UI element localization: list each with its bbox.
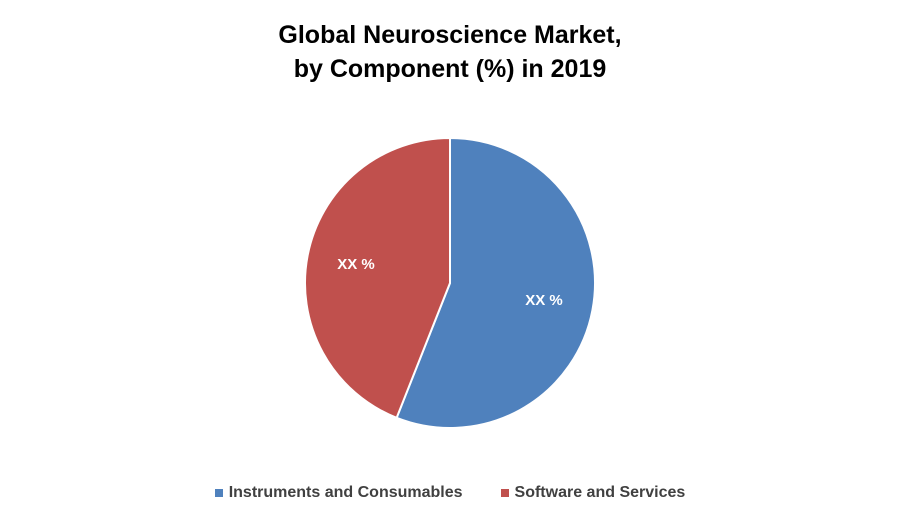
pie-slice-instruments — [395, 136, 596, 429]
legend-swatch-instruments — [214, 489, 223, 497]
chart-legend: Instruments and Consumables Software and… — [0, 484, 900, 502]
chart-title: Global Neuroscience Market, by Component… — [0, 18, 900, 86]
legend-swatch-software — [500, 489, 509, 497]
legend-label-instruments: Instruments and Consumables — [228, 484, 463, 501]
legend-item-software: Software and Services — [500, 484, 686, 502]
chart-title-line-2: by Component (%) in 2019 — [293, 55, 607, 83]
chart-title-line-1: Global Neuroscience Market, — [278, 21, 622, 49]
slice-label-software: XX % — [337, 256, 375, 273]
pie-slice-software — [304, 136, 451, 420]
legend-item-instruments: Instruments and Consumables — [214, 484, 463, 502]
legend-label-software: Software and Services — [514, 484, 686, 501]
slice-label-instruments: XX % — [525, 292, 563, 309]
